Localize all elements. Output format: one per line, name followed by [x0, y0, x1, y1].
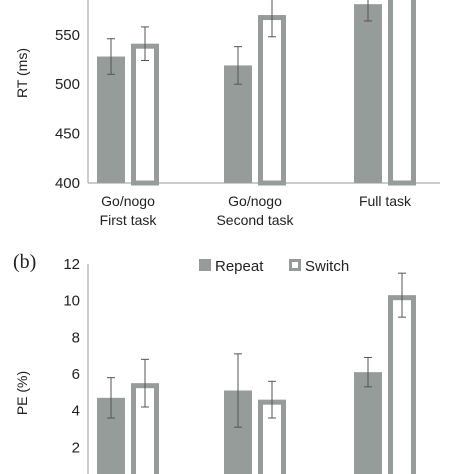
rt-category-label: First task — [100, 212, 158, 228]
rt-bar-switch — [258, 15, 286, 186]
rt-bar-repeat — [97, 56, 125, 184]
rt-y-tick-label: 400 — [55, 175, 80, 192]
rt-bar-repeat — [354, 4, 382, 184]
pe-y-tick-label: 2 — [72, 439, 80, 456]
pe-y-tick-label: 4 — [72, 403, 80, 420]
rt-bar-switch — [388, 0, 416, 186]
panel-b-label: (b) — [13, 251, 36, 273]
rt-category-label: Go/nogo — [101, 193, 155, 209]
rt-y-tick-label: 450 — [55, 126, 80, 143]
rt-y-tick-label: 500 — [55, 76, 80, 93]
rt-category-label: Go/nogo — [228, 193, 282, 209]
pe-bar-switch — [388, 295, 416, 474]
panel-b-pe-chart: 2 4 6 8 10 12 PE (%) Repeat Switch — [14, 256, 416, 474]
rt-bar-switch — [131, 43, 159, 186]
legend-label-repeat: Repeat — [215, 258, 264, 275]
rt-category-label: Second task — [216, 212, 294, 228]
pe-y-axis-label: PE (%) — [14, 371, 30, 415]
pe-y-tick-label: 8 — [72, 329, 80, 346]
pe-y-tick-label: 6 — [72, 366, 80, 383]
rt-y-axis-label: RT (ms) — [14, 48, 30, 98]
pe-y-tick-label: 10 — [63, 293, 80, 310]
legend-swatch-repeat — [199, 259, 211, 271]
legend-label-switch: Switch — [305, 258, 349, 275]
pe-bar-repeat — [354, 372, 382, 474]
rt-bar-repeat — [224, 65, 252, 183]
rt-y-tick-label: 550 — [55, 27, 80, 44]
rt-category-label: Full task — [359, 193, 412, 209]
legend-swatch-switch — [289, 259, 301, 271]
pe-y-tick-label: 12 — [63, 256, 80, 273]
